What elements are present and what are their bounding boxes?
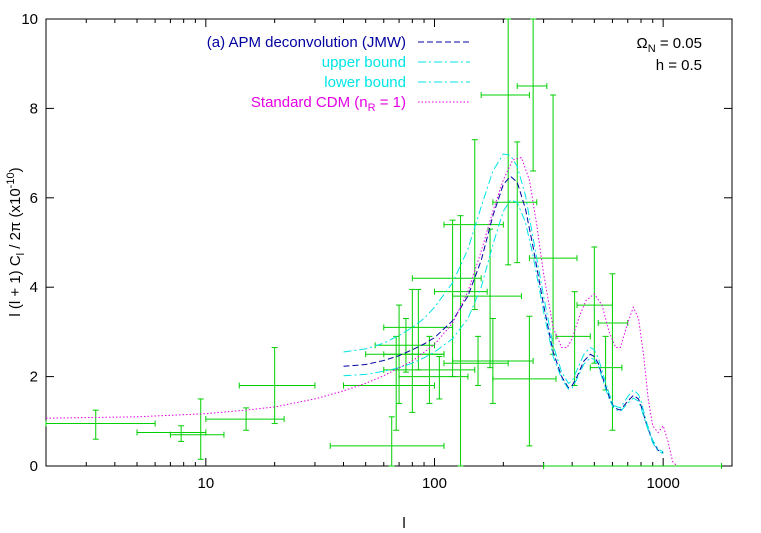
series-line-2 bbox=[343, 199, 664, 454]
data-point bbox=[205, 407, 285, 431]
y-tick-label: 10 bbox=[21, 11, 38, 28]
y-tick-label: 2 bbox=[30, 369, 38, 386]
series-line-3 bbox=[45, 157, 678, 467]
y-tick-label: 8 bbox=[30, 100, 38, 117]
model-curves bbox=[45, 153, 678, 467]
data-point bbox=[452, 228, 522, 369]
data-point bbox=[45, 409, 156, 440]
y-tick-label: 4 bbox=[30, 279, 38, 296]
data-point bbox=[329, 416, 445, 467]
data-point bbox=[398, 355, 469, 400]
data-point bbox=[516, 18, 548, 172]
legend: (a) APM deconvolution (JMW) upper bound lo… bbox=[207, 34, 470, 114]
data-point bbox=[576, 246, 613, 364]
data-point bbox=[169, 398, 225, 460]
legend-label-1: upper bound bbox=[322, 54, 406, 71]
x-tick-label: 100 bbox=[422, 475, 447, 492]
data-point bbox=[411, 219, 482, 378]
data-point bbox=[238, 347, 316, 425]
series-line-0 bbox=[343, 175, 664, 454]
series-line-1 bbox=[343, 153, 664, 453]
annotation-1: h = 0.5 bbox=[656, 57, 702, 74]
data-point bbox=[383, 288, 454, 371]
axis-ticks: 0 2 4 6 8 10 10 100 1000 bbox=[21, 11, 733, 492]
annotations: ΩN = 0.05 h = 0.5 bbox=[637, 35, 702, 74]
x-axis-title: l bbox=[402, 515, 405, 532]
x-tick-label: 1000 bbox=[646, 475, 679, 492]
data-point bbox=[528, 94, 578, 355]
legend-label-3: Standard CDM (nR = 1) bbox=[251, 94, 406, 114]
y-axis-title: l (l + 1) Cl / 2π (x10-10) bbox=[5, 167, 27, 316]
data-point bbox=[492, 315, 557, 447]
data-point bbox=[443, 139, 504, 311]
legend-label-0: (a) APM deconvolution (JMW) bbox=[207, 34, 406, 51]
x-tick-label: 10 bbox=[197, 475, 214, 492]
data-point bbox=[383, 288, 445, 413]
legend-label-2: lower bound bbox=[324, 74, 406, 91]
data-point bbox=[343, 335, 435, 431]
data-error-bars bbox=[45, 18, 723, 469]
y-tick-label: 6 bbox=[30, 190, 38, 207]
data-point bbox=[136, 425, 207, 442]
data-point bbox=[383, 335, 476, 404]
data-point bbox=[452, 317, 534, 404]
annotation-0: ΩN = 0.05 bbox=[637, 35, 702, 55]
y-tick-label: 0 bbox=[30, 458, 38, 475]
data-point bbox=[543, 463, 723, 469]
data-point bbox=[433, 215, 488, 467]
data-point bbox=[480, 18, 530, 266]
